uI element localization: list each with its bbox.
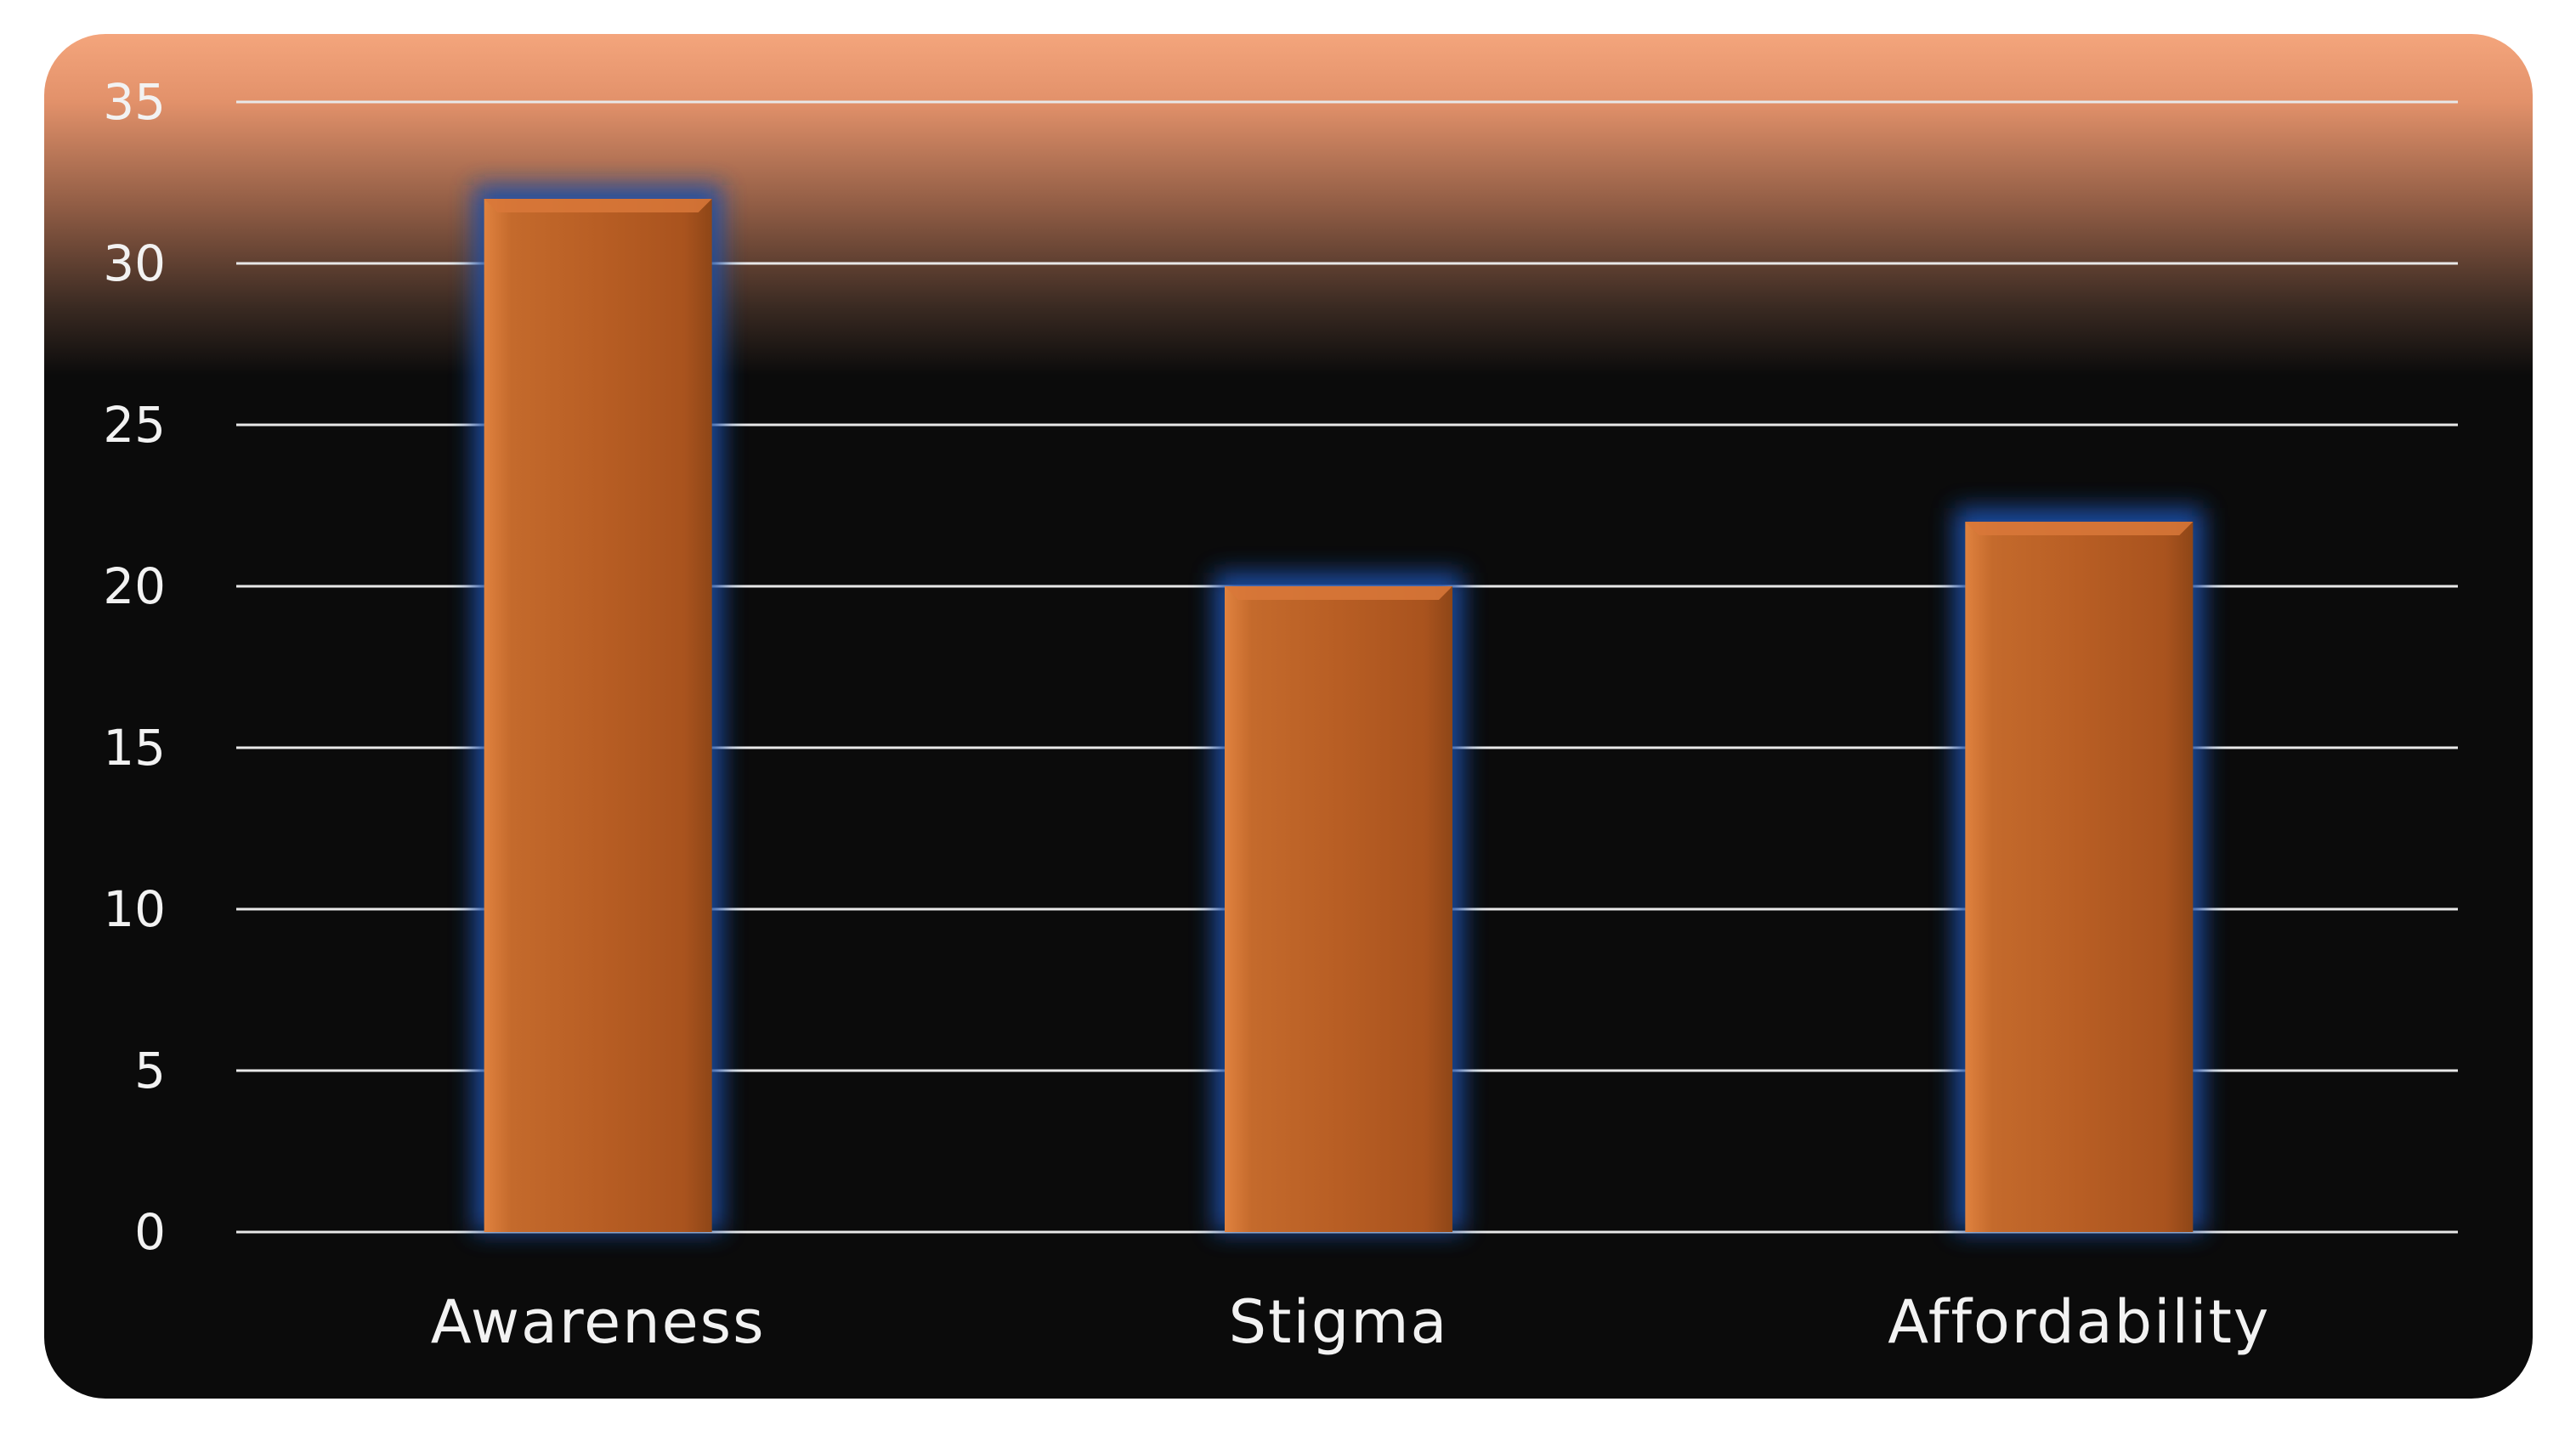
y-tick-label: 10 [103, 880, 166, 938]
bar-bevel [1225, 586, 1452, 600]
y-axis-ticks: 0 5 10 15 20 25 30 35 [103, 73, 166, 1261]
y-tick-label: 30 [103, 235, 166, 292]
bar-affordability [1955, 508, 2204, 1232]
bar-stigma [1214, 573, 1463, 1232]
bar [1225, 586, 1452, 1232]
bar-bevel [484, 199, 712, 212]
y-tick-label: 25 [103, 396, 166, 454]
x-category-label: Awareness [431, 1287, 766, 1357]
bar-awareness [473, 185, 722, 1232]
bar [1965, 522, 2194, 1232]
bars [473, 185, 2204, 1232]
bar-bevel [1965, 522, 2194, 535]
x-category-label: Affordability [1888, 1287, 2270, 1357]
y-tick-label: 20 [103, 557, 166, 615]
y-tick-label: 5 [134, 1042, 166, 1099]
bar [484, 199, 712, 1232]
y-tick-label: 15 [103, 719, 166, 777]
y-tick-label: 35 [103, 73, 166, 131]
x-axis-labels: Awareness Stigma Affordability [431, 1287, 2270, 1357]
x-category-label: Stigma [1229, 1287, 1449, 1357]
y-tick-label: 0 [134, 1203, 166, 1261]
